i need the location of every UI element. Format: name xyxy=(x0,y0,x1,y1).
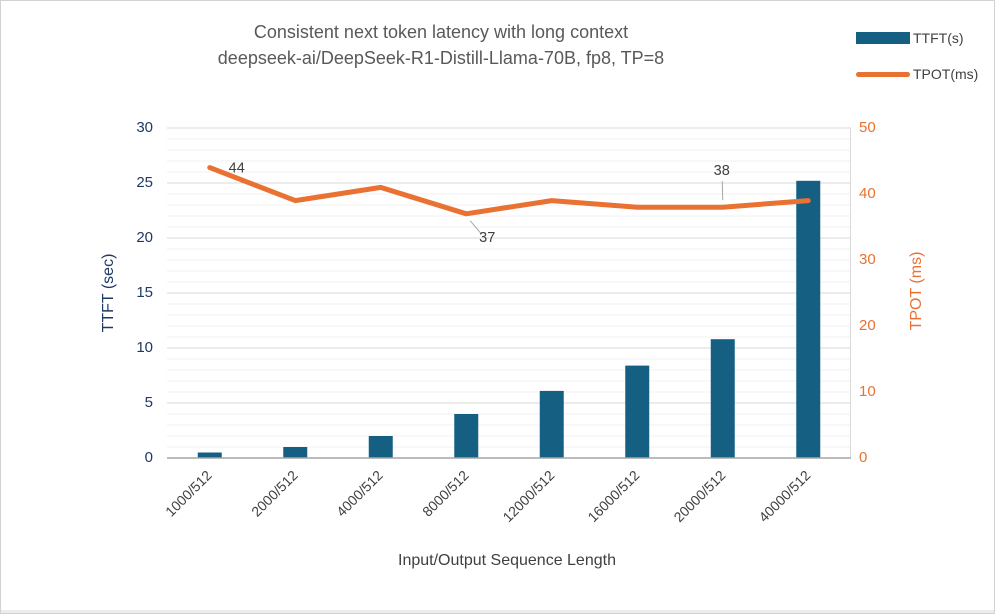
data-label-44: 44 xyxy=(229,161,245,177)
legend-item-tpot[interactable]: TPOT(ms) xyxy=(856,63,986,85)
right-tick-0: 0 xyxy=(859,449,868,466)
bar-series-swatch-icon xyxy=(856,32,910,44)
bar-ttft-40000/512[interactable] xyxy=(796,180,821,459)
left-tick-25: 25 xyxy=(136,174,153,191)
leader-line xyxy=(721,181,724,201)
line-series-swatch-icon xyxy=(856,71,910,77)
chart-title-line2: deepseek-ai/DeepSeek-R1-Distill-Llama-70… xyxy=(217,48,665,68)
data-label-37: 37 xyxy=(479,230,495,246)
plot-area[interactable]: 44 37 38 xyxy=(167,127,851,459)
left-tick-20: 20 xyxy=(136,229,153,246)
left-tick-5: 5 xyxy=(144,394,153,411)
left-tick-15: 15 xyxy=(136,284,153,301)
leader-line xyxy=(469,220,482,235)
chart-title: Consistent next token latency with long … xyxy=(1,19,881,71)
bar-ttft-4000/512[interactable] xyxy=(368,436,393,458)
bar-ttft-2000/512[interactable] xyxy=(283,447,308,458)
bar-ttft-8000/512[interactable] xyxy=(454,414,479,458)
legend-label-tpot: TPOT(ms) xyxy=(913,66,979,82)
right-tick-10: 10 xyxy=(859,383,876,400)
right-tick-20: 20 xyxy=(859,317,876,334)
tpot-line[interactable] xyxy=(207,165,811,217)
legend-label-ttft: TTFT(s) xyxy=(913,30,964,46)
chart-title-line1: Consistent next token latency with long … xyxy=(253,22,629,42)
right-tick-30: 30 xyxy=(859,251,876,268)
right-axis-title: TPOT (ms) xyxy=(908,251,925,331)
legend: TTFT(s) TPOT(ms) xyxy=(856,27,986,99)
bar-ttft-12000/512[interactable] xyxy=(539,390,564,458)
right-tick-40: 40 xyxy=(859,185,876,202)
legend-item-ttft[interactable]: TTFT(s) xyxy=(856,27,986,49)
bar-ttft-16000/512[interactable] xyxy=(625,365,650,458)
right-tick-50: 50 xyxy=(859,119,876,136)
left-tick-10: 10 xyxy=(136,339,153,356)
bar-ttft-1000/512[interactable] xyxy=(197,452,222,459)
x-axis-title: Input/Output Sequence Length xyxy=(398,552,616,569)
data-label-38: 38 xyxy=(714,163,730,179)
bar-ttft-20000/512[interactable] xyxy=(710,339,735,458)
left-tick-0: 0 xyxy=(144,449,153,466)
left-tick-30: 30 xyxy=(136,119,153,136)
